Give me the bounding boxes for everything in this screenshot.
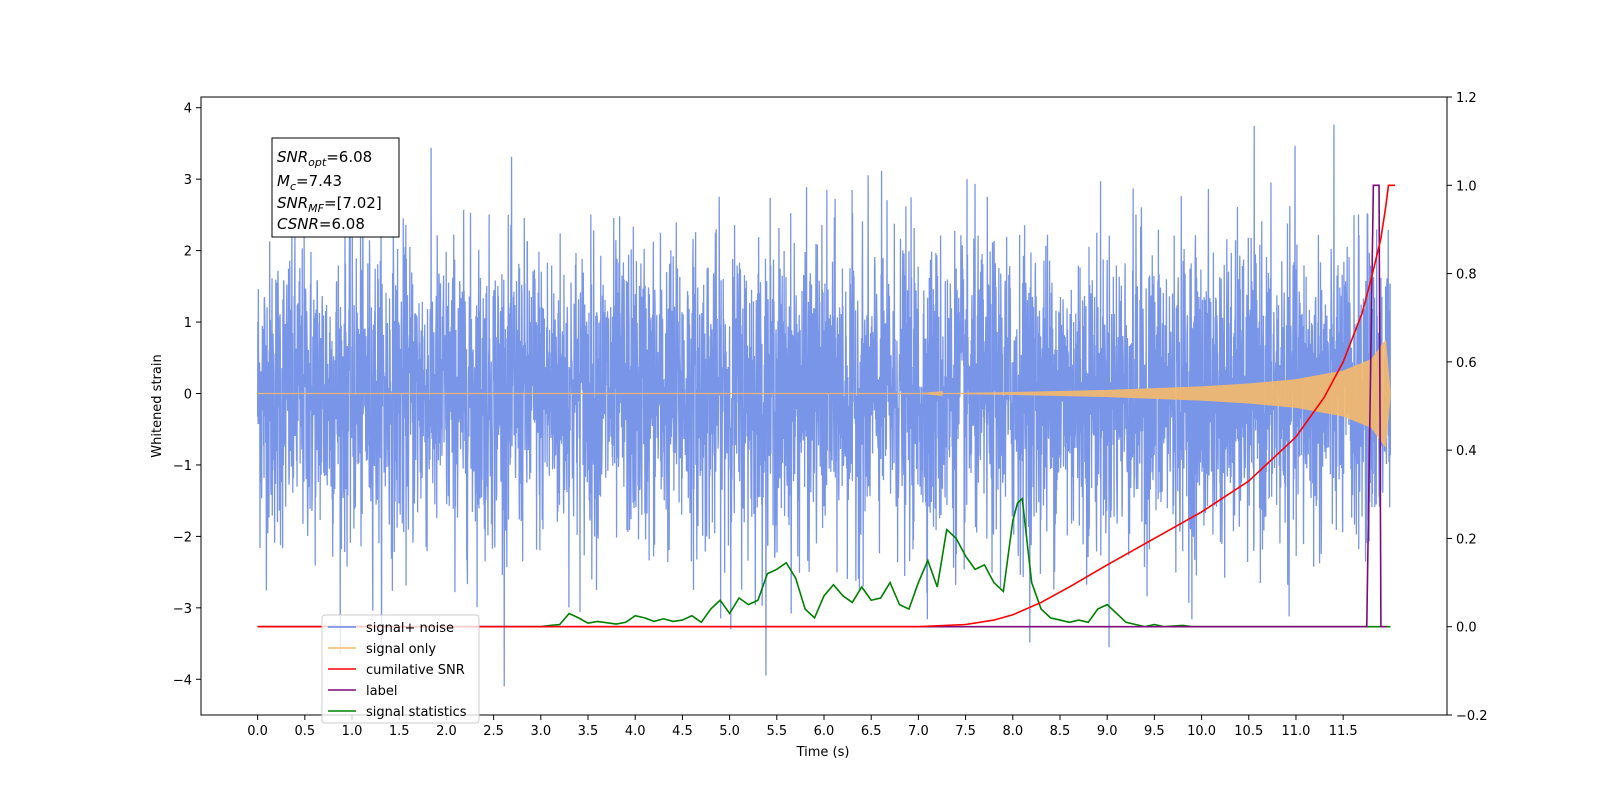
x-tick-label: 3.5 (578, 724, 599, 739)
x-tick-label: 11.5 (1329, 724, 1358, 739)
x-tick-label: 11.0 (1281, 724, 1310, 739)
y-tick-label: −4 (173, 673, 192, 688)
series-signal-only (257, 340, 1391, 448)
y2-tick-label: 0.6 (1456, 356, 1477, 371)
y-tick-label: 4 (184, 102, 192, 117)
y-tick-label: 0 (184, 387, 192, 402)
x-tick-label: 8.0 (1002, 724, 1023, 739)
annotation-box: SNRopt=6.08 Mc=7.43 SNRMF=[7.02] CSNR=6.… (271, 137, 400, 238)
legend-label-signal-noise: signal+ noise (366, 621, 454, 636)
annotation-snr-mf: SNRMF=[7.02] (277, 194, 382, 215)
x-tick-label: 8.5 (1050, 724, 1071, 739)
y2-axis-ticks: −0.2 0.0 0.2 0.4 0.6 0.8 1.0 1.2 (1447, 91, 1488, 724)
y-tick-label: −2 (173, 530, 192, 545)
legend-label-label: label (366, 684, 397, 699)
x-tick-label: 10.0 (1187, 724, 1216, 739)
x-tick-label: 7.5 (955, 724, 976, 739)
y2-tick-label: 0.8 (1456, 268, 1477, 283)
x-axis-label: Time (s) (796, 745, 850, 760)
x-tick-label: 9.0 (1097, 724, 1118, 739)
series-layer (256, 124, 1396, 687)
annotation-csnr: CSNR=6.08 (277, 215, 365, 233)
legend-label-signal-only: signal only (366, 642, 436, 657)
y-axis-ticks: −4 −3 −2 −1 0 1 2 3 4 (173, 102, 201, 688)
y-tick-label: 2 (184, 245, 192, 260)
x-tick-label: 9.5 (1144, 724, 1165, 739)
y-tick-label: −3 (173, 602, 192, 617)
series-signal-statistics (257, 497, 1391, 628)
x-tick-label: 0.0 (247, 724, 268, 739)
x-tick-label: 7.0 (908, 724, 929, 739)
x-axis-ticks: 0.0 0.5 1.0 1.5 2.0 2.5 3.0 3.5 4.0 4.5 5.0 5.5 6.0 6… (247, 715, 1358, 739)
x-tick-label: 5.0 (719, 724, 740, 739)
y2-tick-label: 1.2 (1456, 91, 1477, 106)
y-tick-label: 1 (184, 316, 192, 331)
x-tick-label: 1.0 (342, 724, 363, 739)
y-axis-label: Whitened strain (150, 354, 165, 457)
y2-tick-label: 0.0 (1456, 621, 1477, 636)
series-cumulative-snr (257, 184, 1396, 628)
x-tick-label: 10.5 (1234, 724, 1263, 739)
x-tick-label: 2.5 (483, 724, 504, 739)
y-tick-label: −1 (173, 459, 192, 474)
x-tick-label: 6.0 (814, 724, 835, 739)
legend-label-cumulative-snr: cumilative SNR (366, 663, 465, 678)
legend-label-signal-statistics: signal statistics (366, 705, 467, 720)
x-tick-label: 4.5 (672, 724, 693, 739)
y2-tick-label: 1.0 (1456, 179, 1477, 194)
x-tick-label: 6.5 (861, 724, 882, 739)
series-label (257, 184, 1387, 628)
legend: signal+ noise signal only cumilative SNR… (321, 614, 480, 724)
y2-tick-label: 0.2 (1456, 532, 1477, 547)
annotation-snr-opt: SNRopt=6.08 (277, 148, 372, 169)
x-tick-label: 3.0 (530, 724, 551, 739)
series-signal-noise (256, 124, 1392, 687)
y2-tick-label: 0.4 (1456, 444, 1477, 459)
annotation-mc: Mc=7.43 (277, 172, 342, 193)
y2-tick-label: −0.2 (1456, 709, 1488, 724)
x-tick-label: 4.0 (625, 724, 646, 739)
x-tick-label: 5.5 (766, 724, 787, 739)
x-tick-label: 2.0 (436, 724, 457, 739)
x-tick-label: 0.5 (294, 724, 315, 739)
x-tick-label: 1.5 (389, 724, 410, 739)
y-tick-label: 3 (184, 173, 192, 188)
